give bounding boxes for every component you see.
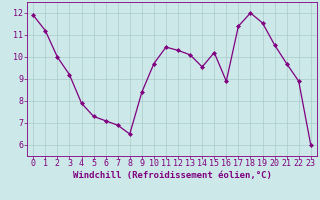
X-axis label: Windchill (Refroidissement éolien,°C): Windchill (Refroidissement éolien,°C) <box>73 171 271 180</box>
